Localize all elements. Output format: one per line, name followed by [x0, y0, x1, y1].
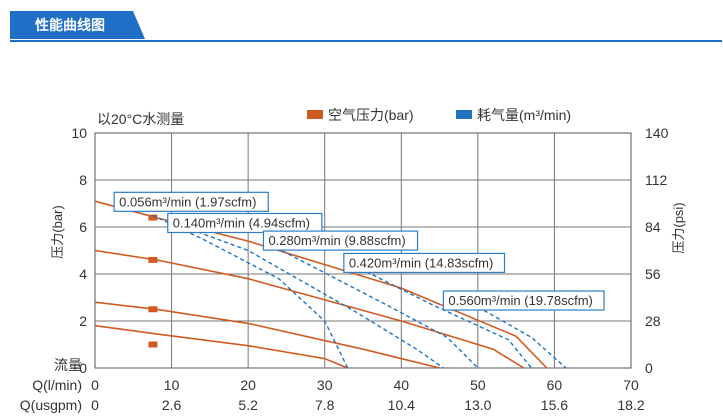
y-right-tick-label: 84 [645, 219, 661, 235]
y-right-tick-label: 28 [645, 313, 661, 329]
x-tick-label: 18.2 [617, 397, 644, 413]
x-tick-label: 0 [91, 397, 99, 413]
grid-lines [95, 133, 631, 368]
pressure-marker [148, 341, 158, 348]
labels-layer: 0 2 4 6 8 10 0 28 56 84 112 140 压力(bar) 压力(psi) 以20°C水… [20, 107, 686, 413]
x-tick-label: 30 [317, 377, 333, 393]
x-tick-label: 10.4 [388, 397, 415, 413]
x-axis-row-label: 流量 [54, 357, 82, 373]
consumption-label: 0.420m³/min (14.83scfm) [349, 255, 494, 270]
x-tick-label: 15.6 [541, 397, 568, 413]
pressure-curve [94, 200, 548, 369]
y-left-tick-label: 0 [79, 360, 87, 376]
x-tick-label: 13.0 [464, 397, 491, 413]
pressure-curve [94, 301, 440, 369]
tab-notch-decoration [133, 11, 145, 39]
x-axis-row-label: Q(usgpm) [20, 397, 82, 413]
consumption-label: 0.280m³/min (9.88scfm) [268, 233, 405, 248]
x-tick-label: 20 [240, 377, 256, 393]
y-left-tick-label: 10 [71, 125, 87, 141]
y-left-tick-label: 8 [79, 172, 87, 188]
legend-swatch [456, 110, 472, 119]
pressure-marker [148, 214, 158, 221]
pressure-marker [148, 306, 158, 313]
legend-label: 耗气量(m³/min) [477, 107, 571, 123]
legend-label: 空气压力(bar) [328, 107, 414, 123]
consumption-label: 0.056m³/min (1.97scfm) [119, 194, 256, 209]
pressure-curve [94, 324, 349, 369]
section-tab: 性能曲线图 [10, 11, 133, 39]
curves-layer [94, 200, 567, 369]
y-right-tick-label: 112 [645, 172, 668, 188]
y-right-tick-label: 140 [645, 125, 669, 141]
y-right-tick-label: 56 [645, 266, 661, 282]
consumption-label-box [113, 191, 269, 212]
consumption-label: 0.560m³/min (19.78scfm) [448, 293, 593, 308]
consumption-label-box [343, 252, 506, 274]
y-left-tick-label: 2 [79, 313, 87, 329]
x-tick-label: 7.8 [315, 397, 335, 413]
consumption-label-box [442, 290, 605, 311]
legend-swatch [307, 110, 323, 119]
y-left-tick-label: 4 [79, 266, 87, 282]
x-tick-label: 70 [623, 377, 639, 393]
consumption-label-box [167, 212, 323, 234]
consumption-curve [347, 261, 533, 369]
pressure-marker [148, 256, 158, 263]
x-tick-label: 10 [164, 377, 180, 393]
x-axis-row-label: Q(l/min) [32, 377, 82, 393]
y-right-tick-label: 0 [645, 360, 653, 376]
x-tick-label: 5.2 [238, 397, 258, 413]
header-rule [10, 40, 722, 42]
consumption-label: 0.140m³/min (4.94scfm) [173, 215, 310, 230]
consumption-curve [477, 306, 567, 369]
y-left-axis-title: 压力(bar) [50, 205, 65, 258]
pressure-curve [94, 249, 525, 369]
x-tick-label: 40 [393, 377, 409, 393]
y-left-tick-label: 6 [79, 219, 87, 235]
chart-annotation: 以20°C水测量 [97, 111, 184, 127]
consumption-curve [171, 221, 444, 369]
y-right-axis-title: 压力(psi) [671, 202, 686, 253]
x-tick-label: 2.6 [162, 397, 182, 413]
header-bar: 性能曲线图 [0, 0, 723, 44]
x-tick-label: 50 [470, 377, 486, 393]
x-tick-label: 60 [547, 377, 563, 393]
x-tick-label: 0 [91, 377, 99, 393]
consumption-label-box [262, 230, 419, 251]
